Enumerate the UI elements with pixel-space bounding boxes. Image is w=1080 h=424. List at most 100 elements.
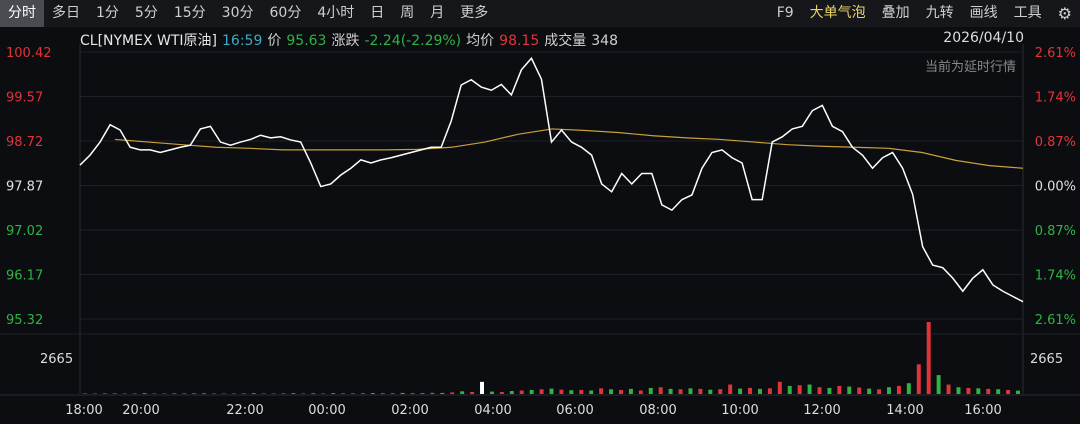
price: 95.63 bbox=[286, 33, 327, 49]
volume-bar bbox=[281, 393, 286, 394]
volume-bar bbox=[718, 389, 723, 394]
volume-bar bbox=[956, 387, 961, 394]
volume: 348 bbox=[591, 33, 618, 49]
x-tick-label: 16:00 bbox=[964, 403, 1001, 418]
volume-bar bbox=[698, 388, 703, 394]
volume-bar bbox=[996, 389, 1001, 394]
volume-bar bbox=[350, 393, 355, 394]
volume-bar bbox=[82, 393, 87, 394]
volume-bar bbox=[946, 384, 951, 394]
volume-bar bbox=[688, 388, 693, 394]
tab-0[interactable]: 分时 bbox=[0, 0, 44, 27]
volume-bar bbox=[986, 388, 991, 394]
volume-bar bbox=[251, 393, 256, 394]
volume-bar bbox=[757, 388, 762, 394]
volume-bar bbox=[599, 388, 604, 394]
y-tick-label: 95.32 bbox=[6, 313, 43, 328]
tab-8[interactable]: 日 bbox=[370, 5, 385, 21]
x-tick-label: 02:00 bbox=[391, 403, 428, 418]
volume-bar bbox=[728, 384, 733, 394]
volume-bar bbox=[867, 388, 872, 394]
volume-bar bbox=[509, 391, 514, 394]
avg-price: 98.15 bbox=[499, 33, 540, 49]
volume-bar bbox=[877, 389, 882, 394]
volume-bar bbox=[589, 390, 594, 394]
volume-bar bbox=[767, 388, 772, 394]
volume-bar bbox=[152, 393, 157, 394]
tab-4[interactable]: 15分 bbox=[173, 5, 206, 21]
change: -2.24(-2.29%) bbox=[364, 33, 462, 49]
x-tick-label: 22:00 bbox=[226, 403, 263, 418]
x-tick-label: 04:00 bbox=[474, 403, 511, 418]
tab-6[interactable]: 60分 bbox=[269, 5, 302, 21]
change-label: 涨跌 bbox=[331, 33, 360, 49]
volume-bar bbox=[887, 387, 891, 394]
volume-bar bbox=[618, 389, 623, 394]
volume-bar bbox=[460, 391, 465, 394]
tab-5[interactable]: 30分 bbox=[221, 5, 254, 21]
volume-bar bbox=[291, 393, 296, 394]
volume-bar bbox=[172, 393, 177, 394]
volume-bar bbox=[112, 393, 117, 394]
y-tick-label-right: 0.87% bbox=[1035, 135, 1076, 150]
volume-bar bbox=[212, 393, 216, 394]
volume-bar bbox=[837, 385, 842, 394]
tab-7[interactable]: 4小时 bbox=[317, 5, 355, 21]
volume-bar bbox=[738, 388, 743, 394]
tool-3[interactable]: 九转 bbox=[925, 5, 954, 21]
gear-icon[interactable]: ⚙ bbox=[1057, 4, 1072, 23]
y-tick-label-right: 1.74% bbox=[1035, 269, 1076, 284]
price-label: 价 bbox=[267, 33, 282, 49]
volume-bar bbox=[499, 391, 504, 394]
volume-bar bbox=[708, 389, 713, 394]
volume-bar bbox=[827, 387, 832, 394]
volume-bar bbox=[192, 393, 197, 394]
delay-note: 当前为延时行情 bbox=[924, 60, 1016, 75]
volume-bar bbox=[569, 390, 574, 394]
tool-0[interactable]: F9 bbox=[776, 5, 794, 21]
volume-bar bbox=[678, 389, 683, 394]
y-tick-label: 97.02 bbox=[6, 224, 43, 239]
volume-label: 成交量 bbox=[544, 33, 587, 49]
volume-bar bbox=[529, 389, 534, 394]
volume-bar bbox=[807, 384, 812, 394]
x-tick-label: 00:00 bbox=[308, 403, 345, 418]
y-tick-label: 97.87 bbox=[6, 180, 43, 195]
volume-bar bbox=[202, 393, 207, 394]
volume-tick-label: 2665 bbox=[40, 352, 73, 367]
y-tick-label-right: 0.00% bbox=[1035, 180, 1076, 195]
x-tick-label: 20:00 bbox=[122, 403, 159, 418]
volume-bar bbox=[817, 387, 822, 394]
volume-bar bbox=[936, 375, 941, 394]
volume-bar bbox=[360, 393, 365, 394]
tab-1[interactable]: 多日 bbox=[52, 5, 80, 21]
volume-bar bbox=[847, 386, 852, 394]
tool-4[interactable]: 画线 bbox=[969, 5, 998, 21]
volume-bar bbox=[102, 393, 107, 394]
tab-11[interactable]: 更多 bbox=[460, 5, 489, 21]
volume-bar bbox=[370, 393, 375, 394]
volume-bar bbox=[609, 389, 614, 394]
volume-bar bbox=[440, 392, 445, 394]
volume-bar bbox=[906, 383, 911, 394]
tab-2[interactable]: 1分 bbox=[96, 5, 119, 21]
volume-bar bbox=[748, 387, 753, 394]
tool-5[interactable]: 工具 bbox=[1013, 5, 1042, 21]
volume-bar bbox=[628, 388, 633, 394]
tool-1[interactable]: 大单气泡 bbox=[809, 5, 866, 21]
volume-bar bbox=[966, 387, 971, 394]
tab-9[interactable]: 周 bbox=[400, 5, 415, 21]
y-tick-label-right: 1.74% bbox=[1035, 91, 1076, 106]
tab-10[interactable]: 月 bbox=[430, 5, 445, 21]
volume-bar bbox=[132, 393, 137, 394]
tool-tabs: F9 大单气泡 叠加 九转 画线 工具 bbox=[769, 0, 1050, 27]
volume-bar bbox=[480, 381, 485, 394]
period-tabs: 分时 多日 1分 5分 15分 30分 60分 4小时日周月更多 bbox=[0, 0, 496, 27]
volume-bar bbox=[450, 392, 455, 394]
time: 16:59 bbox=[222, 33, 263, 49]
volume-bar bbox=[916, 364, 921, 394]
symbol: CL[NYMEX WTI原油] bbox=[80, 33, 218, 49]
tool-2[interactable]: 叠加 bbox=[881, 5, 910, 21]
tab-3[interactable]: 5分 bbox=[134, 5, 158, 21]
